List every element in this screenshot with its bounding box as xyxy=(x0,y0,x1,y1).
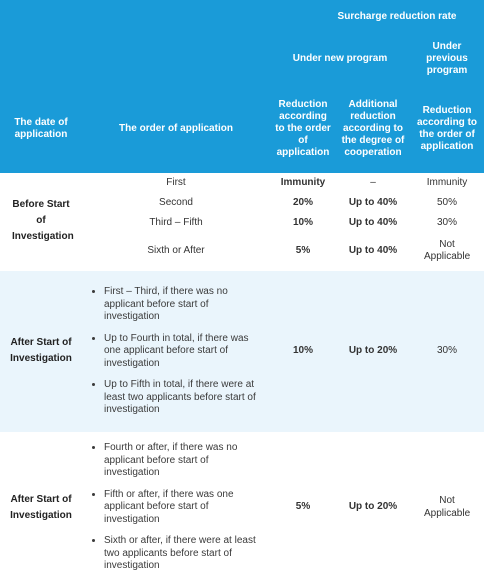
list-item: Sixth or after, if there were at least t… xyxy=(104,535,262,573)
new-order-cell: Immunity xyxy=(270,173,336,193)
table-row: Second 20% Up to 40% 50% xyxy=(0,193,484,213)
new-order-cell: 5% xyxy=(270,233,336,270)
table-header: Surcharge reduction rate Under new progr… xyxy=(0,0,484,173)
additional-cell: Up to 20% xyxy=(336,269,410,432)
table-row: After Start of Investigation First – Thi… xyxy=(0,269,484,432)
new-program-header: Under new program xyxy=(270,34,410,84)
previous-cell: Immunity xyxy=(410,173,484,193)
previous-program-header: Under previous program xyxy=(410,34,484,84)
table-row: After Start of Investigation Fourth or a… xyxy=(0,432,484,583)
reduction-order-prev-header: Reduction according to the order of appl… xyxy=(410,84,484,173)
date-label-before-start: Before Start of Investigation xyxy=(0,173,82,270)
table-row: Third – Fifth 10% Up to 40% 30% xyxy=(0,213,484,233)
new-order-cell: 20% xyxy=(270,193,336,213)
surcharge-rate-header: Surcharge reduction rate xyxy=(270,0,484,34)
date-of-application-header: The date of application xyxy=(0,84,82,173)
additional-cell: – xyxy=(336,173,410,193)
order-cell: First xyxy=(82,173,270,193)
list-item: Up to Fourth in total, if there was one … xyxy=(104,333,262,371)
conditions-cell: First – Third, if there was no applicant… xyxy=(82,269,270,432)
order-of-application-header: The order of application xyxy=(82,84,270,173)
conditions-cell: Fourth or after, if there was no applica… xyxy=(82,432,270,583)
list-item: Up to Fifth in total, if there were at l… xyxy=(104,379,262,417)
table-row: Before Start of Investigation First Immu… xyxy=(0,173,484,270)
date-label-after-start: After Start of Investigation xyxy=(0,432,82,583)
new-order-cell: 5% xyxy=(270,432,336,583)
additional-cell: Up to 20% xyxy=(336,432,410,583)
list-item: First – Third, if there was no applicant… xyxy=(104,286,262,324)
additional-cell: Up to 40% xyxy=(336,213,410,233)
previous-cell: 30% xyxy=(410,213,484,233)
previous-cell: 30% xyxy=(410,269,484,432)
conditions-list: Fourth or after, if there was no applica… xyxy=(82,442,270,573)
previous-cell: Not Applicable xyxy=(410,233,484,270)
list-item: Fifth or after, if there was one applica… xyxy=(104,489,262,527)
table-row: Sixth or After 5% Up to 40% Not Applicab… xyxy=(0,233,484,270)
previous-cell: Not Applicable xyxy=(410,432,484,583)
additional-cell: Up to 40% xyxy=(336,193,410,213)
list-item: Fourth or after, if there was no applica… xyxy=(104,442,262,480)
new-order-cell: 10% xyxy=(270,213,336,233)
new-order-cell: 10% xyxy=(270,269,336,432)
additional-cell: Up to 40% xyxy=(336,233,410,270)
date-label-after-start: After Start of Investigation xyxy=(0,269,82,432)
previous-cell: 50% xyxy=(410,193,484,213)
order-cell: Second xyxy=(82,193,270,213)
additional-reduction-header: Additional reduction according to the de… xyxy=(336,84,410,173)
reduction-order-header: Reduction according to the order of appl… xyxy=(270,84,336,173)
order-cell: Sixth or After xyxy=(82,233,270,270)
order-cell: Third – Fifth xyxy=(82,213,270,233)
conditions-list: First – Third, if there was no applicant… xyxy=(82,286,270,417)
